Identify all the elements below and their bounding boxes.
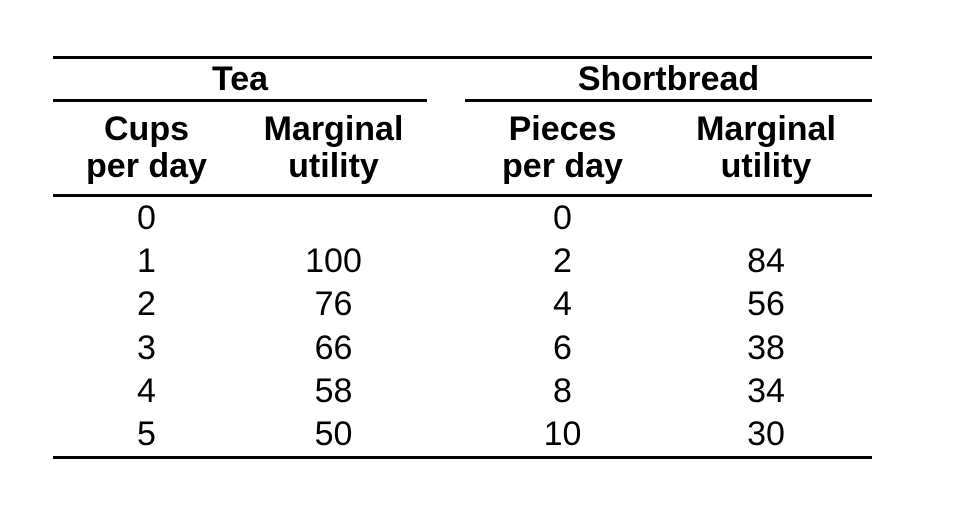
table-row: 4 58 8 34	[53, 370, 872, 413]
column-header-shortbread-marginal-utility: Marginal utility	[660, 111, 872, 185]
tea-marginal-utility-cell: 100	[305, 242, 362, 281]
shortbread-group-header: Shortbread	[577, 60, 760, 98]
top-rule	[53, 56, 872, 59]
shortbread-quantity-cell: 4	[553, 285, 572, 324]
table-row: 1 100 2 84	[53, 240, 872, 283]
column-header-tea-quantity: Cups per day	[53, 111, 240, 185]
header-rule	[53, 194, 872, 197]
column-header-shortbread-quantity: Pieces per day	[465, 111, 660, 185]
shortbread-marginal-utility-cell: 34	[747, 371, 785, 410]
column-gap	[427, 327, 465, 370]
shortbread-quantity-cell: 2	[553, 242, 572, 281]
shortbread-quantity-cell: 8	[553, 371, 572, 410]
shortbread-marginal-utility-cell: 56	[747, 285, 785, 324]
tea-marginal-utility-cell: 50	[314, 414, 353, 453]
column-header-line: Marginal	[263, 110, 404, 148]
column-header-line: Pieces	[508, 110, 617, 148]
column-header-line: Marginal	[696, 110, 836, 148]
tea-marginal-utility-cell: 76	[314, 285, 353, 324]
tea-quantity-cell: 5	[137, 414, 156, 453]
shortbread-marginal-utility-cell	[660, 197, 872, 240]
column-gap	[427, 197, 465, 240]
column-header-line: per day	[86, 147, 207, 185]
shortbread-marginal-utility-cell: 84	[747, 242, 785, 281]
column-header-line: utility	[720, 147, 812, 185]
shortbread-group-rule	[465, 99, 872, 102]
table-row: 2 76 4 56	[53, 283, 872, 326]
column-header-line: per day	[502, 147, 623, 185]
table-row: 5 50 10 30	[53, 413, 872, 456]
tea-marginal-utility-cell	[240, 197, 427, 240]
shortbread-marginal-utility-cell: 38	[747, 328, 785, 367]
table-body: 0 0 1 100 2 84 2 76 4 56 3 66 6 38	[53, 197, 872, 456]
tea-marginal-utility-cell: 58	[314, 371, 353, 410]
column-gap	[427, 370, 465, 413]
tea-quantity-cell: 0	[137, 199, 156, 237]
column-header-line: Cups	[104, 110, 189, 148]
tea-quantity-cell: 2	[137, 285, 156, 324]
column-gap	[427, 240, 465, 283]
column-gap	[427, 413, 465, 456]
shortbread-quantity-cell: 6	[553, 328, 572, 367]
tea-marginal-utility-cell: 66	[314, 328, 353, 367]
bottom-rule	[53, 456, 872, 459]
column-header-line: utility	[288, 147, 379, 185]
table-row: 0 0	[53, 197, 872, 240]
tea-quantity-cell: 1	[137, 242, 156, 281]
shortbread-quantity-cell: 10	[543, 414, 582, 453]
shortbread-quantity-cell: 0	[553, 199, 572, 237]
column-gap	[427, 283, 465, 326]
tea-quantity-cell: 3	[137, 328, 156, 367]
tea-quantity-cell: 4	[137, 371, 156, 410]
shortbread-marginal-utility-cell: 30	[747, 414, 785, 453]
tea-group-rule	[53, 99, 427, 102]
column-header-tea-marginal-utility: Marginal utility	[240, 111, 427, 185]
table-row: 3 66 6 38	[53, 327, 872, 370]
tea-group-header: Tea	[211, 60, 269, 98]
